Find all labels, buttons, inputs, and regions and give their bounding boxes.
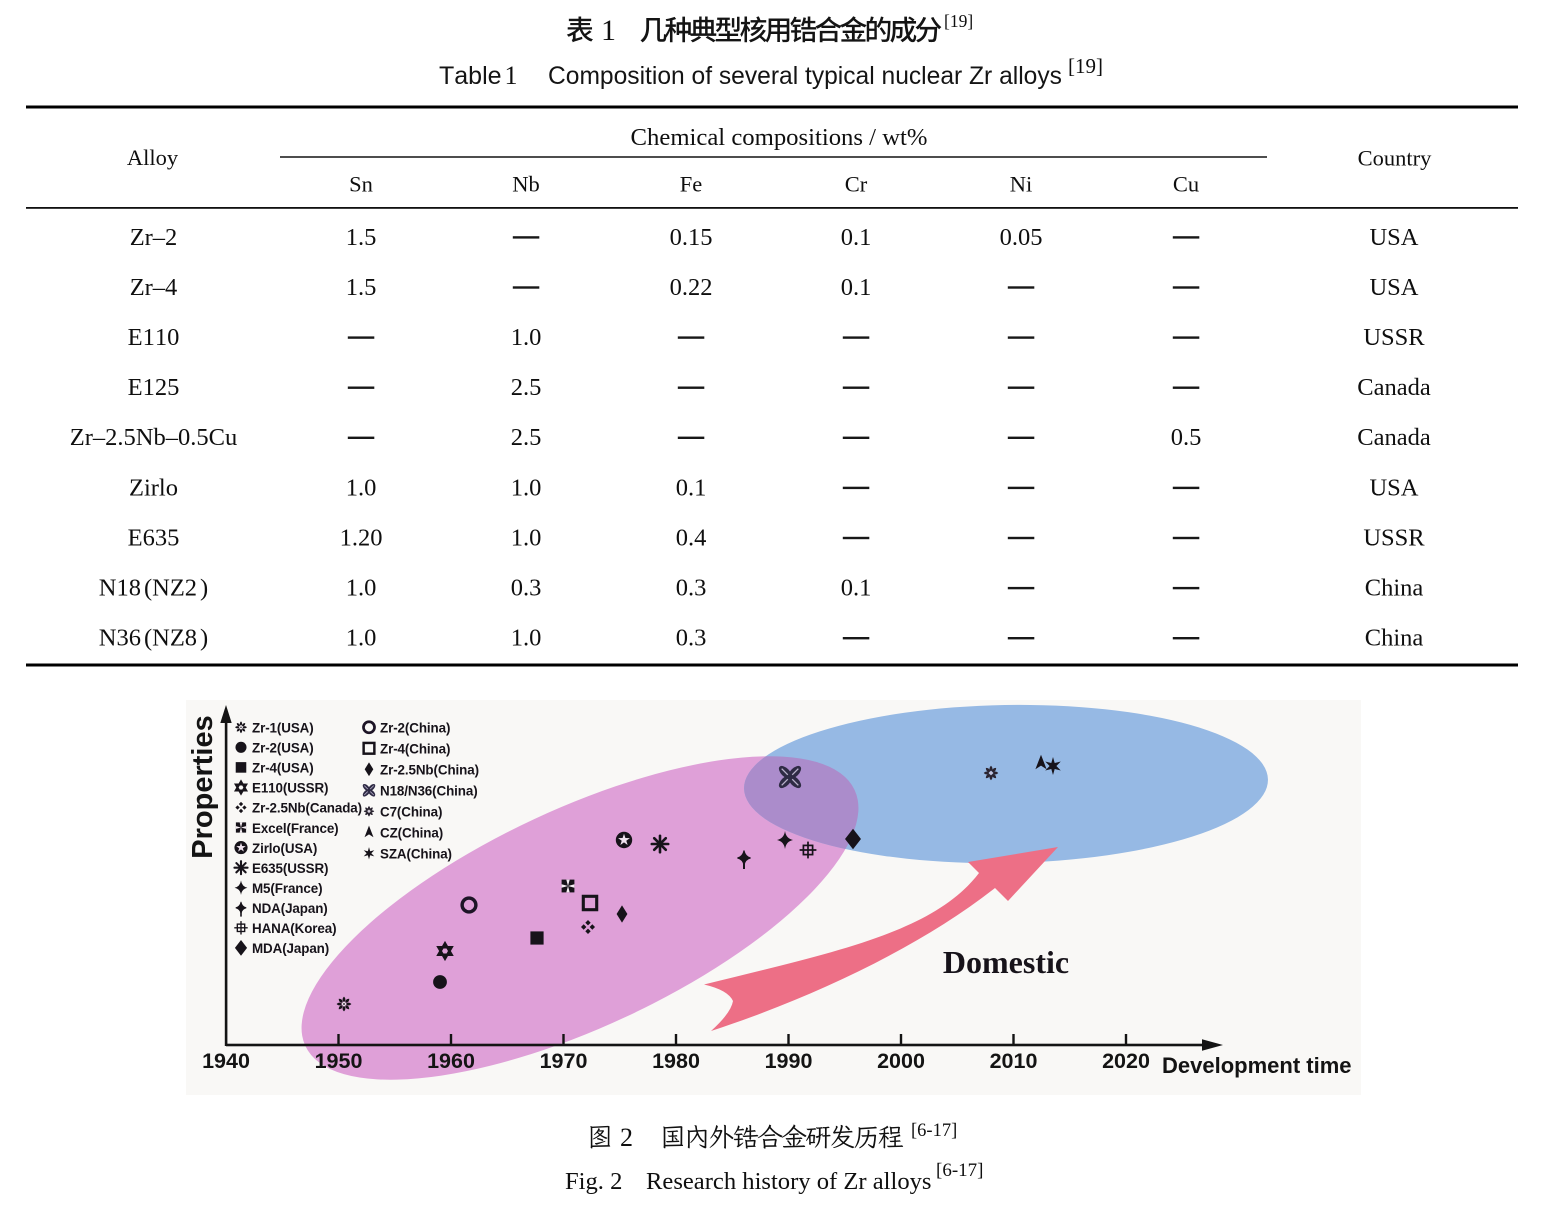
svg-text:1950: 1950 xyxy=(315,1049,363,1073)
svg-text:M5(France): M5(France) xyxy=(252,881,322,896)
svg-text:USA: USA xyxy=(1369,224,1418,251)
svg-text:Zr-1(USA): Zr-1(USA) xyxy=(252,721,314,736)
svg-text:E635: E635 xyxy=(128,524,180,551)
svg-text:1.20: 1.20 xyxy=(340,524,383,551)
svg-text:USSR: USSR xyxy=(1363,524,1425,551)
svg-text:N18(NZ2): N18 (NZ2) xyxy=(99,575,208,602)
svg-text:Fig. 2: Fig. 2 xyxy=(565,1168,622,1195)
svg-text:[19]: [19] xyxy=(1068,54,1103,78)
svg-text:1.0: 1.0 xyxy=(346,474,377,501)
svg-text:E110: E110 xyxy=(128,324,180,351)
svg-text:HANA(Korea): HANA(Korea) xyxy=(252,921,336,936)
svg-text:0.3: 0.3 xyxy=(511,575,542,602)
svg-text:Zirlo: Zirlo xyxy=(129,474,178,501)
svg-text:0.22: 0.22 xyxy=(670,274,713,301)
svg-text:1960: 1960 xyxy=(427,1049,475,1073)
svg-text:C7(China): C7(China) xyxy=(380,805,442,820)
svg-text:Zr–2: Zr–2 xyxy=(130,224,178,251)
svg-text:2: 2 xyxy=(620,1123,633,1152)
svg-text:Table: Table xyxy=(439,62,502,90)
svg-text:USSR: USSR xyxy=(1363,324,1425,351)
svg-text:Development time: Development time xyxy=(1162,1053,1352,1078)
svg-text:1.0: 1.0 xyxy=(511,625,542,652)
svg-text:1.5: 1.5 xyxy=(346,274,377,301)
svg-text:China: China xyxy=(1365,575,1424,602)
svg-text:Zr-4(USA): Zr-4(USA) xyxy=(252,761,314,776)
svg-text:0.1: 0.1 xyxy=(676,474,707,501)
svg-text:0.15: 0.15 xyxy=(670,224,713,251)
svg-text:Canada: Canada xyxy=(1357,424,1431,451)
svg-text:E110(USSR): E110(USSR) xyxy=(252,781,328,796)
svg-text:Zr-2.5Nb(China): Zr-2.5Nb(China) xyxy=(380,763,479,778)
svg-text:Composition of several typical: Composition of several typical nuclear Z… xyxy=(548,63,1062,90)
svg-text:2010: 2010 xyxy=(990,1049,1038,1073)
svg-text:Zr-2(China): Zr-2(China) xyxy=(380,721,450,736)
svg-text:1.0: 1.0 xyxy=(346,575,377,602)
svg-text:1: 1 xyxy=(505,61,518,90)
svg-text:1.0: 1.0 xyxy=(511,324,542,351)
svg-text:Alloy: Alloy xyxy=(127,145,179,170)
svg-text:Zr-2(USA): Zr-2(USA) xyxy=(252,741,314,756)
svg-text:1980: 1980 xyxy=(652,1049,700,1073)
svg-text:Research history of Zr alloys: Research history of Zr alloys xyxy=(646,1168,931,1195)
svg-text:1970: 1970 xyxy=(540,1049,588,1073)
svg-text:0.4: 0.4 xyxy=(676,524,707,551)
svg-text:Domestic: Domestic xyxy=(943,944,1069,980)
svg-text:0.1: 0.1 xyxy=(841,274,872,301)
svg-text:1.0: 1.0 xyxy=(511,474,542,501)
svg-text:USA: USA xyxy=(1369,274,1418,301)
svg-text:0.3: 0.3 xyxy=(676,625,707,652)
svg-text:2000: 2000 xyxy=(877,1049,925,1073)
svg-text:1990: 1990 xyxy=(765,1049,813,1073)
svg-text:Nb: Nb xyxy=(512,172,540,197)
svg-text:[6-17]: [6-17] xyxy=(911,1121,957,1141)
svg-text:1.0: 1.0 xyxy=(511,524,542,551)
svg-text:Zr–4: Zr–4 xyxy=(130,274,178,301)
svg-text:2020: 2020 xyxy=(1102,1049,1150,1073)
svg-text:2.5: 2.5 xyxy=(511,424,542,451)
svg-text:USA: USA xyxy=(1369,474,1418,501)
svg-text:Properties: Properties xyxy=(187,715,219,858)
svg-text:Chemical compositions / wt%: Chemical compositions / wt% xyxy=(631,124,928,151)
svg-text:N18/N36(China): N18/N36(China) xyxy=(380,784,478,799)
svg-text:0.3: 0.3 xyxy=(676,575,707,602)
svg-text:[19]: [19] xyxy=(944,11,973,31)
svg-text:Cu: Cu xyxy=(1173,172,1199,197)
svg-text:NDA(Japan): NDA(Japan) xyxy=(252,901,328,916)
svg-text:Canada: Canada xyxy=(1357,374,1431,401)
svg-text:Ni: Ni xyxy=(1010,172,1033,197)
svg-text:Zr–2.5Nb–0.5Cu: Zr–2.5Nb–0.5Cu xyxy=(70,424,237,451)
svg-text:Country: Country xyxy=(1358,146,1433,171)
svg-text:0.1: 0.1 xyxy=(841,224,872,251)
svg-text:Excel(France): Excel(France) xyxy=(252,821,339,836)
svg-text:E635(USSR): E635(USSR) xyxy=(252,861,328,876)
svg-text:Fe: Fe xyxy=(680,172,703,197)
svg-text:2.5: 2.5 xyxy=(511,374,542,401)
svg-text:CZ(China): CZ(China) xyxy=(380,826,443,841)
svg-text:0.5: 0.5 xyxy=(1171,424,1202,451)
svg-text:Zirlo(USA): Zirlo(USA) xyxy=(252,841,317,856)
svg-text:[6-17]: [6-17] xyxy=(936,1160,983,1181)
svg-text:China: China xyxy=(1365,625,1424,652)
svg-text:Zr-2.5Nb(Canada): Zr-2.5Nb(Canada) xyxy=(252,801,362,816)
svg-text:1.5: 1.5 xyxy=(346,224,377,251)
svg-text:1940: 1940 xyxy=(202,1049,250,1073)
svg-text:0.05: 0.05 xyxy=(1000,224,1043,251)
svg-text:Sn: Sn xyxy=(349,172,373,197)
svg-text:SZA(China): SZA(China) xyxy=(380,847,452,862)
svg-text:E125: E125 xyxy=(128,374,180,401)
svg-text:MDA(Japan): MDA(Japan) xyxy=(252,941,329,956)
svg-text:N36(NZ8): N36 (NZ8) xyxy=(99,625,208,652)
svg-text:Cr: Cr xyxy=(845,172,868,197)
svg-text:1: 1 xyxy=(601,14,616,47)
svg-text:Zr-4(China): Zr-4(China) xyxy=(380,742,450,757)
svg-text:0.1: 0.1 xyxy=(841,575,872,602)
svg-text:1.0: 1.0 xyxy=(346,625,377,652)
